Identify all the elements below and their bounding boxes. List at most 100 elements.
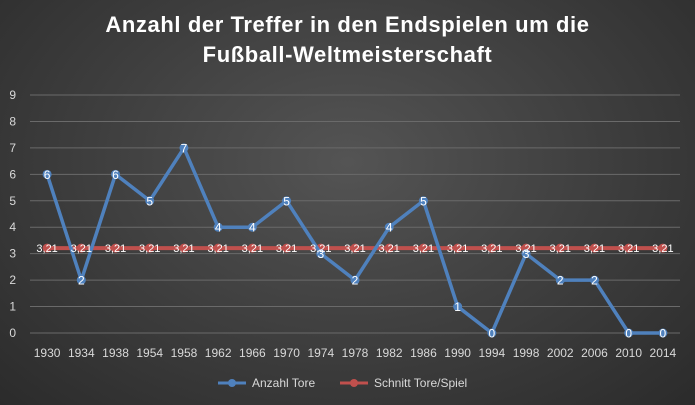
y-tick-label: 4 [9, 220, 16, 234]
legend-label: Anzahl Tore [252, 376, 315, 390]
data-label: 3,21 [310, 243, 331, 255]
data-label: 3 [317, 247, 324, 261]
data-label: 3,21 [584, 243, 605, 255]
legend-swatch-marker [228, 379, 236, 387]
data-point [179, 143, 189, 153]
x-tick-label: 1986 [410, 346, 437, 360]
data-label: 3,21 [652, 243, 673, 255]
x-tick-label: 1998 [513, 346, 540, 360]
data-label: 3,21 [276, 243, 297, 255]
y-tick-label: 0 [9, 326, 16, 340]
data-point [179, 243, 189, 253]
data-label: 2 [591, 274, 598, 288]
data-point [247, 222, 257, 232]
data-point [521, 249, 531, 259]
data-label: 3,21 [242, 243, 263, 255]
data-point [453, 302, 463, 312]
data-point [111, 243, 121, 253]
legend-label: Schnitt Tore/Spiel [374, 376, 467, 390]
x-tick-label: 1954 [136, 346, 163, 360]
y-tick-label: 7 [9, 141, 16, 155]
data-point [316, 249, 326, 259]
data-point [350, 243, 360, 253]
data-label: 2 [352, 274, 359, 288]
data-point [145, 196, 155, 206]
x-tick-label: 1930 [34, 346, 61, 360]
chart-title-line-1: Anzahl der Treffer in den Endspielen um … [105, 12, 590, 37]
data-label: 3,21 [344, 243, 365, 255]
data-label: 3,21 [481, 243, 502, 255]
data-label: 1 [454, 300, 461, 314]
data-point [487, 328, 497, 338]
data-label: 6 [112, 168, 119, 182]
data-label: 3,21 [105, 243, 126, 255]
data-label: 3,21 [515, 243, 536, 255]
x-tick-label: 1974 [307, 346, 334, 360]
data-point [76, 243, 86, 253]
y-tick-label: 9 [9, 88, 16, 102]
data-label: 7 [181, 141, 188, 155]
y-tick-label: 3 [9, 247, 16, 261]
data-label: 0 [488, 327, 495, 341]
x-tick-label: 1978 [342, 346, 369, 360]
x-tick-label: 1990 [444, 346, 471, 360]
data-point [658, 243, 668, 253]
x-tick-label: 1958 [171, 346, 198, 360]
data-point [658, 328, 668, 338]
data-point [42, 243, 52, 253]
series-line [45, 146, 665, 335]
data-label: 3,21 [618, 243, 639, 255]
y-tick-label: 8 [9, 114, 16, 128]
x-tick-label: 2006 [581, 346, 608, 360]
data-label: 3,21 [447, 243, 468, 255]
data-point [145, 243, 155, 253]
data-label: 4 [215, 221, 222, 235]
data-point [418, 243, 428, 253]
x-tick-label: 1970 [273, 346, 300, 360]
data-label: 3,21 [550, 243, 571, 255]
data-point [589, 275, 599, 285]
data-label: 6 [44, 168, 51, 182]
x-tick-label: 1966 [239, 346, 266, 360]
data-point [555, 243, 565, 253]
data-point [453, 243, 463, 253]
data-label: 3,21 [413, 243, 434, 255]
data-label: 3,21 [139, 243, 160, 255]
data-label: 2 [78, 274, 85, 288]
data-point [624, 328, 634, 338]
data-label: 5 [283, 194, 290, 208]
data-point [213, 222, 223, 232]
legend-swatch-marker [350, 379, 358, 387]
chart-title-line-2: Fußball-Weltmeisterschaft [202, 42, 493, 67]
x-tick-label: 2014 [650, 346, 677, 360]
data-label: 5 [420, 194, 427, 208]
data-label: 3,21 [207, 243, 228, 255]
data-point [247, 243, 257, 253]
data-point [42, 169, 52, 179]
data-label: 4 [386, 221, 393, 235]
y-tick-label: 1 [9, 300, 16, 314]
x-tick-label: 1994 [478, 346, 505, 360]
data-point [589, 243, 599, 253]
y-tick-label: 2 [9, 273, 16, 287]
data-point [76, 275, 86, 285]
x-tick-label: 1934 [68, 346, 95, 360]
data-label: 0 [625, 327, 632, 341]
data-label: 5 [146, 194, 153, 208]
data-point [350, 275, 360, 285]
data-label: 0 [660, 327, 667, 341]
data-label: 2 [557, 274, 564, 288]
data-point [624, 243, 634, 253]
data-point [384, 222, 394, 232]
x-tick-label: 1938 [102, 346, 129, 360]
x-tick-label: 2002 [547, 346, 574, 360]
data-point [213, 243, 223, 253]
data-point [555, 275, 565, 285]
data-label: 3 [523, 247, 530, 261]
data-point [487, 243, 497, 253]
y-tick-label: 5 [9, 194, 16, 208]
data-label: 4 [249, 221, 256, 235]
x-tick-label: 1982 [376, 346, 403, 360]
data-label: 3,21 [173, 243, 194, 255]
